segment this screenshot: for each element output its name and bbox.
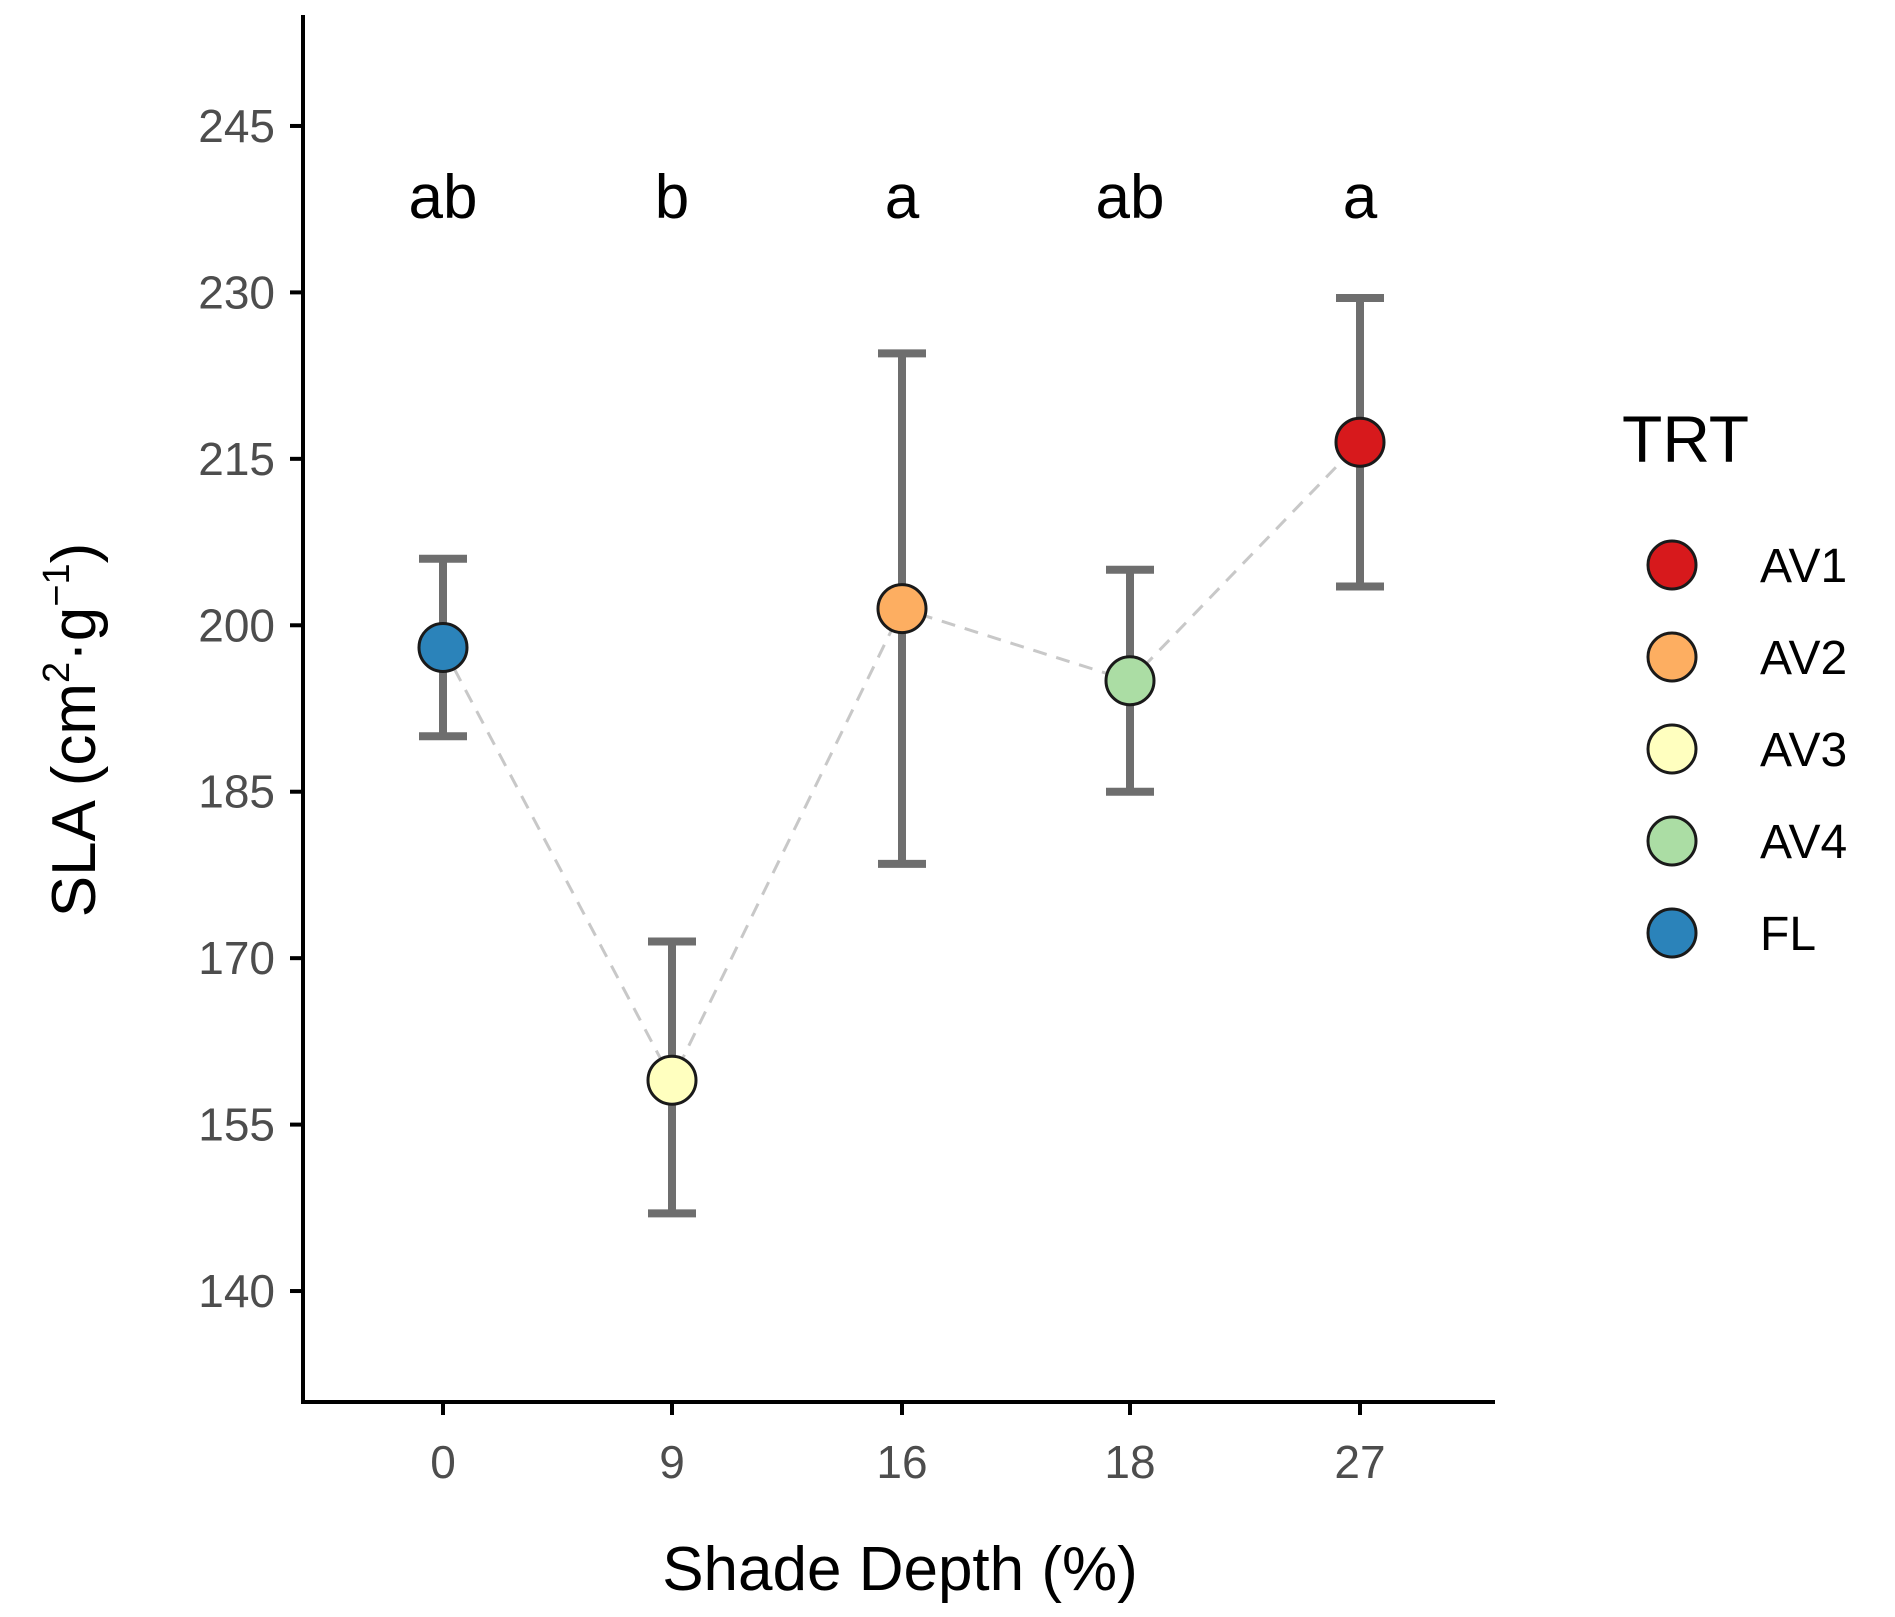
error-bar-layer xyxy=(419,293,1384,1218)
point-av3 xyxy=(646,1054,698,1106)
y-tick-label: 155 xyxy=(198,1099,275,1151)
legend-label: AV2 xyxy=(1760,632,1847,685)
legend-label: AV1 xyxy=(1760,540,1847,593)
y-axis-title-sup2: −1 xyxy=(36,563,78,606)
sig-label-16: a xyxy=(885,163,920,232)
x-tick-label: 0 xyxy=(430,1436,456,1488)
sig-label-0: ab xyxy=(409,163,478,232)
legend-entry-av1: AV1 xyxy=(1646,539,1847,593)
y-tick-label: 170 xyxy=(198,932,275,984)
legend-swatch xyxy=(1646,907,1698,959)
axes xyxy=(301,15,1495,1404)
legend-label: FL xyxy=(1760,908,1816,961)
y-axis-title: SLA (cm2·g−1) xyxy=(36,543,109,918)
legend-swatch xyxy=(1646,815,1698,867)
y-tick-label: 140 xyxy=(198,1265,275,1317)
y-axis-title-base: SLA (cm xyxy=(40,683,109,917)
sig-label-27: a xyxy=(1343,163,1378,232)
y-tick-label: 200 xyxy=(198,599,275,651)
legend-swatch xyxy=(1646,723,1698,775)
y-axis-title-mid: ·g xyxy=(40,607,109,662)
legend-swatch xyxy=(1646,539,1698,591)
sig-label-18: ab xyxy=(1096,163,1165,232)
y-tick-label: 230 xyxy=(198,266,275,318)
legend-title: TRT xyxy=(1622,402,1749,476)
x-ticks: 0 9 16 18 27 xyxy=(430,1402,1386,1488)
y-ticks: 140 155 170 185 200 215 230 245 xyxy=(198,100,303,1317)
legend-label: AV4 xyxy=(1760,816,1847,869)
point-layer xyxy=(417,416,1386,1106)
y-tick-label: 245 xyxy=(198,100,275,152)
y-tick-label: 215 xyxy=(198,433,275,485)
x-axis-title: Shade Depth (%) xyxy=(662,1535,1138,1604)
legend-entry-av2: AV2 xyxy=(1646,631,1847,685)
legend-swatch xyxy=(1646,631,1698,683)
point-av1 xyxy=(1334,416,1386,468)
point-av4 xyxy=(1104,655,1156,707)
point-fl xyxy=(417,621,469,673)
significance-labels: ab b a ab a xyxy=(409,163,1378,232)
y-axis-title-end: ) xyxy=(40,543,109,564)
x-tick-label: 18 xyxy=(1104,1436,1155,1488)
legend-entry-av3: AV3 xyxy=(1646,723,1847,777)
x-tick-label: 16 xyxy=(876,1436,927,1488)
y-tick-label: 185 xyxy=(198,766,275,818)
legend: TRT AV1 AV2 AV3 AV4 FL xyxy=(1622,402,1847,961)
legend-entries: AV1 AV2 AV3 AV4 FL xyxy=(1646,539,1847,961)
legend-entry-av4: AV4 xyxy=(1646,815,1847,869)
x-tick-label: 27 xyxy=(1334,1436,1385,1488)
x-tick-label: 9 xyxy=(659,1436,685,1488)
point-av2 xyxy=(876,583,928,635)
y-axis-title-sup1: 2 xyxy=(36,662,78,683)
sig-label-9: b xyxy=(655,163,689,232)
legend-entry-fl: FL xyxy=(1646,907,1816,961)
legend-label: AV3 xyxy=(1760,724,1847,777)
